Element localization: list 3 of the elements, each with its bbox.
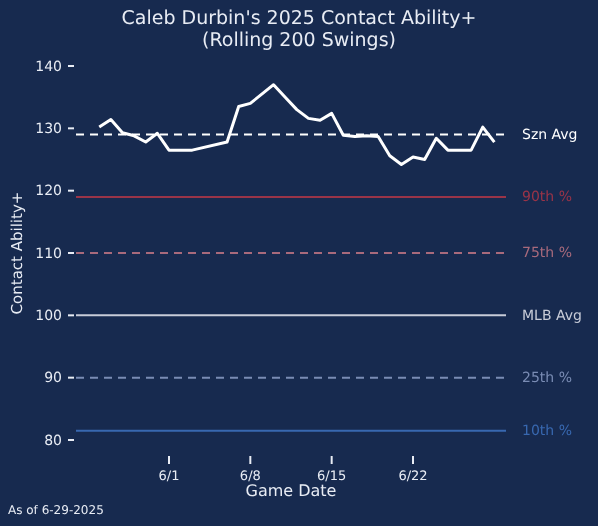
x-axis-title: Game Date: [245, 482, 337, 500]
chart-subtitle: (Rolling 200 Swings): [202, 30, 396, 52]
chart-title: Caleb Durbin's 2025 Contact Ability+: [121, 8, 477, 30]
